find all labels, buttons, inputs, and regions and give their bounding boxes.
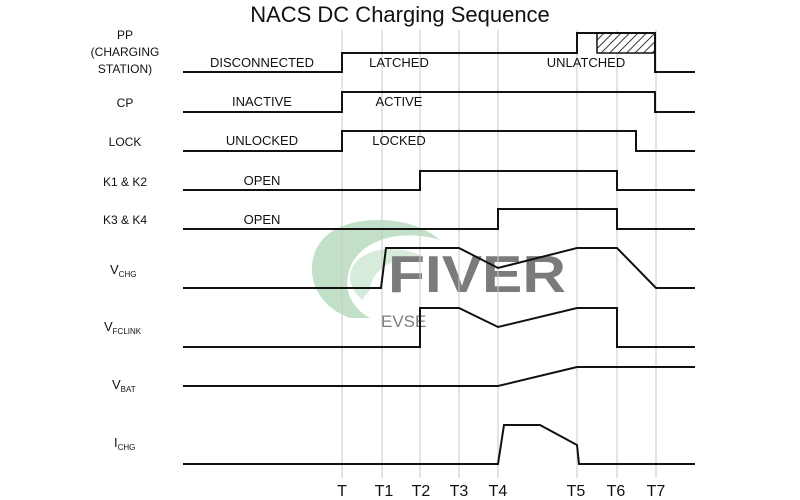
pp-state-disconnected: DISCONNECTED [210, 55, 314, 70]
label-k1k2: K1 & K2 [103, 175, 147, 189]
time-label-t6: T6 [607, 483, 626, 500]
vchg-waveform [183, 247, 695, 289]
time-label-t3: T3 [450, 483, 469, 500]
k3k4-waveform [183, 208, 695, 230]
label-ichg-main: I [114, 435, 118, 450]
label-vchg-sub: CHG [119, 270, 137, 279]
vfclink-waveform [183, 307, 695, 348]
label-vbat-sub: BAT [121, 385, 136, 394]
label-cp: CP [117, 96, 134, 110]
time-axis-labels: T T1 T2 T3 T4 T5 T6 T7 [337, 483, 665, 500]
label-vbat: VBAT [112, 377, 136, 394]
ichg-waveform [183, 424, 695, 465]
watermark-brand: FIVER [388, 246, 566, 304]
label-vfclink-sub: FCLINK [113, 327, 142, 336]
label-vbat-main: V [112, 377, 121, 392]
label-ichg: ICHG [114, 435, 135, 452]
diagram-title: NACS DC Charging Sequence [250, 2, 550, 27]
lock-state-unlocked: UNLOCKED [226, 133, 298, 148]
label-pp-2: (CHARGING [91, 45, 160, 59]
vbat-waveform [183, 366, 695, 387]
time-label-t7: T7 [647, 483, 666, 500]
pp-state-latched: LATCHED [369, 55, 429, 70]
time-label-t1: T1 [375, 483, 394, 500]
cp-waveform [183, 91, 695, 113]
label-vchg: VCHG [110, 262, 136, 279]
label-pp-1: PP [117, 28, 133, 42]
pp-waveform [183, 32, 695, 73]
time-label-t2: T2 [412, 483, 431, 500]
label-pp-3: STATION) [98, 62, 152, 76]
time-label-t: T [337, 483, 347, 500]
k1k2-state-open: OPEN [244, 173, 281, 188]
pp-hatched-region [596, 32, 656, 54]
k1k2-waveform [183, 170, 695, 191]
pp-state-unlatched: UNLATCHED [547, 55, 626, 70]
label-vchg-main: V [110, 262, 119, 277]
lock-state-locked: LOCKED [372, 133, 425, 148]
label-vfclink: VFCLINK [104, 319, 142, 336]
analog-labels: VCHG VFCLINK VBAT ICHG [104, 262, 142, 452]
lock-waveform [183, 130, 695, 152]
signal-labels: PP (CHARGING STATION) CP LOCK K1 & K2 K3… [91, 28, 160, 227]
label-vfclink-main: V [104, 319, 113, 334]
time-label-t4: T4 [489, 483, 508, 500]
watermark-sub: EVSE [381, 312, 426, 331]
label-k3k4: K3 & K4 [103, 213, 147, 227]
watermark: FIVER EVSE [311, 219, 566, 331]
label-lock: LOCK [109, 135, 142, 149]
cp-state-inactive: INACTIVE [232, 94, 292, 109]
time-label-t5: T5 [567, 483, 586, 500]
k3k4-state-open: OPEN [244, 212, 281, 227]
label-ichg-sub: CHG [118, 443, 136, 452]
cp-state-active: ACTIVE [376, 94, 423, 109]
watermark-leaf-icon [311, 219, 440, 318]
